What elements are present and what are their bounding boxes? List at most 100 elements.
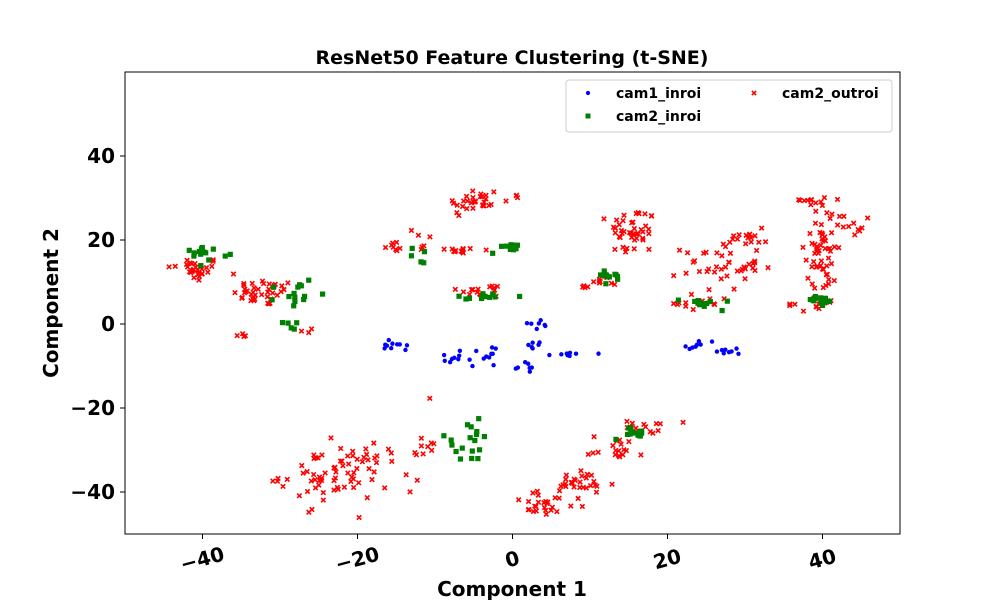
cam2_outroi-point [803,257,809,263]
cam2_inroi-point [719,307,725,314]
cam2_outroi-point [350,452,356,459]
cam2_inroi-point [468,424,474,430]
cam1_inroi-point [388,346,394,351]
cam2_inroi-point [507,246,513,252]
cam2_outroi-point [356,514,362,521]
cam2_inroi-point [288,325,294,331]
cam2_outroi-point [196,270,202,276]
cam2_outroi-point [577,484,583,491]
cam2_outroi-point [460,250,466,256]
cam2_inroi-point [199,244,205,251]
cam2_outroi-point [305,329,312,336]
cam2_outroi-point [812,200,819,206]
cam1_inroi-point [490,351,495,356]
cam1_inroi-point [696,338,702,344]
cam2_outroi-point [756,239,762,246]
cam2_inroi-point [486,294,493,300]
cam2_outroi-point [244,288,250,294]
cam2_inroi-point [811,298,817,304]
cam2_outroi-point [818,258,825,264]
cam2_outroi-point [184,257,190,264]
cam2_outroi-point [209,263,215,270]
cam1_inroi-point [534,326,539,332]
cam2_outroi-point [655,427,661,434]
cam2_inroi-point [695,300,701,306]
cam2_outroi-point [800,244,806,251]
cam2_inroi-point [469,455,475,462]
cam2_outroi-point [210,257,216,263]
cam2_outroi-point [203,264,210,271]
cam2_outroi-point [829,211,835,217]
cam2_outroi-point [312,476,318,483]
cam2_outroi-point [831,277,838,284]
cam2_outroi-point [359,458,366,465]
cam2_outroi-point [296,493,303,499]
cam2_outroi-point [758,225,765,231]
cam2_outroi-point [530,508,537,515]
cam2_inroi-point [474,429,480,435]
cam2_outroi-point [812,250,818,257]
cam2_outroi-point [428,447,435,454]
cam1_inroi-point [524,320,530,326]
cam2_outroi-point [414,477,420,484]
cam2_outroi-point [624,245,630,252]
cam2_outroi-point [205,269,211,275]
cam2_outroi-point [234,332,240,339]
cam2_outroi-point [354,456,360,463]
cam2_outroi-point [835,244,842,251]
cam2_outroi-point [690,306,697,313]
cam2_outroi-point [390,240,396,246]
cam2_outroi-point [251,285,257,291]
cam2_outroi-point [374,453,380,459]
cam2_outroi-point [751,259,758,266]
cam1_inroi-point [698,342,703,347]
cam2_outroi-point [711,269,718,275]
cam2_outroi-point [591,433,597,440]
cam2_outroi-point [491,189,497,195]
legend-label-cam2_outroi: cam2_outroi [782,86,879,102]
cam2_outroi-point [548,507,554,513]
cam2_outroi-point [700,250,707,257]
cam2_inroi-point [191,253,197,259]
cam2_inroi-point [198,251,204,257]
cam2_outroi-point [743,232,749,239]
cam2_outroi-point [413,452,420,458]
series-cam2_outroi [166,188,871,521]
cam2_outroi-point [591,478,597,485]
cam2_outroi-point [191,274,197,281]
cam2_outroi-point [464,198,471,204]
cam2_outroi-point [831,244,838,250]
cam2_outroi-point [818,199,824,205]
cam2_outroi-point [259,278,266,284]
cam2_outroi-point [683,270,689,276]
cam2_inroi-point [490,291,496,297]
cam2_outroi-point [481,199,487,205]
cam2_outroi-point [364,494,371,501]
cam1_inroi-point [559,352,564,357]
cam2_outroi-point [642,211,648,217]
cam2_outroi-point [812,220,819,227]
cam2_outroi-point [626,438,632,445]
legend-marker-cam2_outroi [751,90,757,96]
cam2_outroi-point [543,511,550,518]
cam2_outroi-point [469,286,476,293]
cam1_inroi-point [474,348,479,354]
cam1_inroi-point [442,358,447,363]
x-tick-label: −20 [333,542,382,577]
cam2_outroi-point [590,450,596,456]
cam2_outroi-point [577,479,583,485]
cam1_inroi-point [709,339,715,344]
legend-label-cam1_inroi: cam1_inroi [616,86,701,102]
cam2_inroi-point [822,299,828,305]
cam2_outroi-point [624,418,630,425]
cam1_inroi-point [403,347,408,353]
cam1_inroi-point [530,346,535,351]
cam2_outroi-point [239,294,246,301]
cam2_inroi-point [503,243,510,249]
legend-item-cam2_outroi: cam2_outroi [751,86,879,102]
cam2_outroi-point [563,483,569,490]
cam2_outroi-point [240,282,247,288]
cam2_outroi-point [306,509,312,515]
cam2_inroi-point [480,291,486,297]
cam2_outroi-point [641,421,647,428]
